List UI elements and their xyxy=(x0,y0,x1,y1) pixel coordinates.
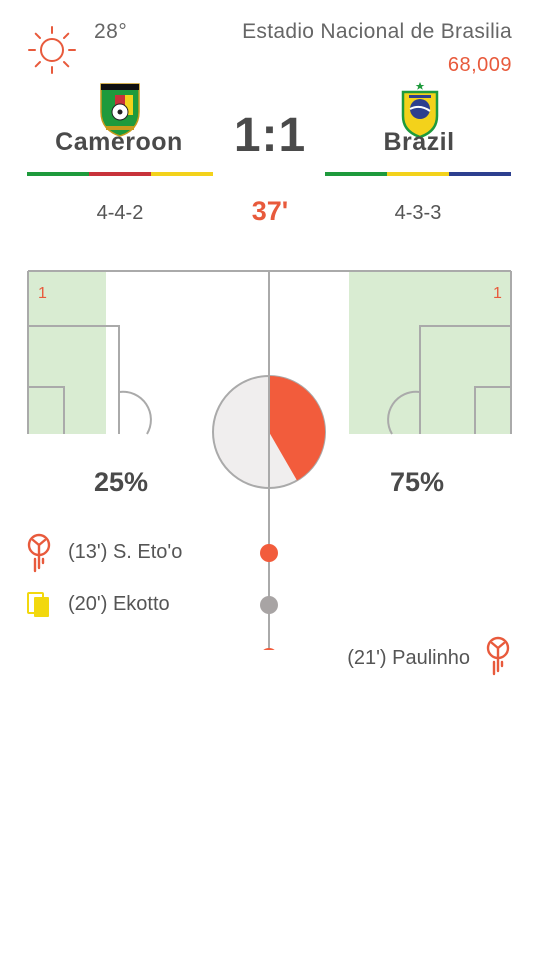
home-formation: 4-4-2 xyxy=(96,202,144,224)
temperature: 28° xyxy=(94,20,128,43)
home-possession: 25% xyxy=(93,467,149,497)
home-stripe-red xyxy=(89,172,151,176)
goal-icon xyxy=(27,533,51,573)
timeline-dot-goal[interactable] xyxy=(260,544,278,562)
score: 1:1 xyxy=(233,109,307,162)
sun-icon xyxy=(28,26,76,74)
attendance: 68,009 xyxy=(447,54,512,76)
timeline-dot-goal[interactable] xyxy=(260,648,278,650)
match-minute: 37' xyxy=(251,196,289,226)
home-stripe-yellow xyxy=(151,172,213,176)
home-goal-box xyxy=(28,386,65,434)
away-penalty-box xyxy=(419,325,511,434)
home-team-name[interactable]: Cameroon xyxy=(55,128,183,156)
cameroon-crest-icon[interactable] xyxy=(98,82,142,138)
pitch-diagram: 1 1 xyxy=(27,270,512,650)
away-zone-highlight xyxy=(349,271,511,434)
home-stripe-green xyxy=(27,172,89,176)
away-formation: 4-3-3 xyxy=(394,202,442,224)
home-penalty-box xyxy=(28,325,120,434)
home-zone-highlight xyxy=(28,271,106,434)
away-stripe-green xyxy=(325,172,387,176)
yellow-card-icon xyxy=(27,592,49,617)
goal-icon xyxy=(486,636,510,676)
brazil-crest-icon[interactable] xyxy=(398,82,442,138)
away-penalty-arc xyxy=(387,390,421,435)
event-goal-away[interactable]: (21') Paulinho xyxy=(347,647,470,669)
away-stripe-blue xyxy=(449,172,511,176)
away-color-stripe xyxy=(325,172,511,176)
venue-name: Estadio Nacional de Brasilia xyxy=(242,20,512,43)
away-zone-count: 1 xyxy=(493,285,502,302)
home-penalty-arc xyxy=(118,390,152,435)
possession-pie-slice xyxy=(269,376,326,481)
home-color-stripe xyxy=(27,172,213,176)
home-zone-count: 1 xyxy=(38,285,47,302)
away-team-name[interactable]: Brazil xyxy=(383,128,455,156)
event-goal-home[interactable]: (13') S. Eto'o xyxy=(68,541,183,563)
away-stripe-yellow xyxy=(387,172,449,176)
away-possession: 75% xyxy=(389,467,445,497)
timeline-dot-card[interactable] xyxy=(260,596,278,614)
event-card-home[interactable]: (20') Ekotto xyxy=(68,593,170,615)
away-goal-box xyxy=(474,386,511,434)
